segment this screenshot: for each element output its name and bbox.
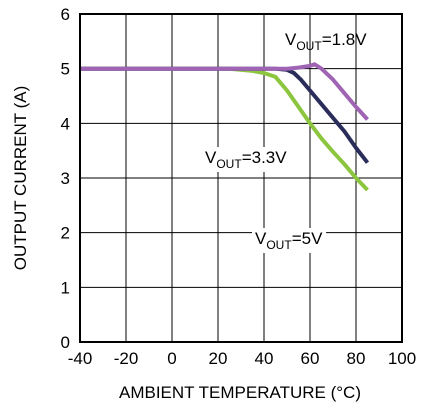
annotation-text: VOUT=3.3V	[205, 148, 287, 171]
y-tick-label: 4	[61, 114, 70, 133]
x-tick-label: -40	[68, 349, 93, 368]
y-tick-labels: 0 1 2 3 4 5 6	[61, 5, 70, 352]
x-tick-label: 80	[347, 349, 366, 368]
x-axis-label: AMBIENT TEMPERATURE (°C)	[119, 383, 361, 402]
x-tick-label: 40	[255, 349, 274, 368]
annotation-symbol: V	[205, 148, 217, 167]
series-annotation-1: VOUT=3.3V	[202, 147, 291, 172]
annotation-symbol: V	[255, 229, 267, 248]
series-annotation-0: VOUT=1.8V	[285, 30, 367, 53]
series-line-0	[80, 62, 369, 121]
x-tick-label: 60	[301, 349, 320, 368]
y-tick-label: 6	[61, 5, 70, 24]
y-tick-label: 5	[61, 60, 70, 79]
annotation-text: VOUT=5V	[255, 229, 323, 252]
annotation-subscript: OUT	[266, 238, 292, 252]
series-layer	[80, 62, 370, 192]
series-line-2	[80, 66, 369, 192]
y-tick-label: 0	[61, 333, 70, 352]
plot-frame	[79, 13, 403, 343]
y-tick-label: 1	[61, 278, 70, 297]
y-tick-label: 2	[61, 224, 70, 243]
x-tick-label: -20	[114, 349, 139, 368]
y-tick-label: 3	[61, 169, 70, 188]
annotation-background	[202, 147, 291, 172]
y-axis-label: OUTPUT CURRENT (A)	[11, 86, 30, 271]
annotation-background	[252, 228, 327, 253]
annotation-subscript: OUT	[216, 157, 242, 171]
series-annotation-2: VOUT=5V	[252, 228, 327, 253]
x-tick-label: 20	[209, 349, 228, 368]
annotation-value: =5V	[292, 229, 323, 248]
x-tick-labels: -40 -20 0 20 40 60 80 100	[68, 349, 416, 368]
annotation-symbol: V	[285, 30, 297, 49]
annotation-value: =1.8V	[322, 30, 368, 49]
x-tick-label: 100	[388, 349, 416, 368]
annotation-subscript: OUT	[296, 39, 322, 53]
x-tick-label: 0	[167, 349, 176, 368]
annotation-text: VOUT=1.8V	[285, 30, 367, 53]
annotation-value: =3.3V	[242, 148, 288, 167]
